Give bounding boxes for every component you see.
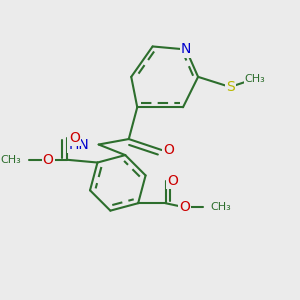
Text: CH₃: CH₃ xyxy=(244,74,265,84)
Text: O: O xyxy=(167,174,178,188)
Text: O: O xyxy=(43,153,54,167)
Text: S: S xyxy=(226,80,235,94)
Text: CH₃: CH₃ xyxy=(211,202,232,212)
Text: O: O xyxy=(69,131,80,145)
Text: HN: HN xyxy=(68,137,89,152)
Text: CH₃: CH₃ xyxy=(0,155,21,165)
Text: O: O xyxy=(179,200,190,214)
Text: O: O xyxy=(163,143,174,157)
Text: N: N xyxy=(181,43,191,56)
